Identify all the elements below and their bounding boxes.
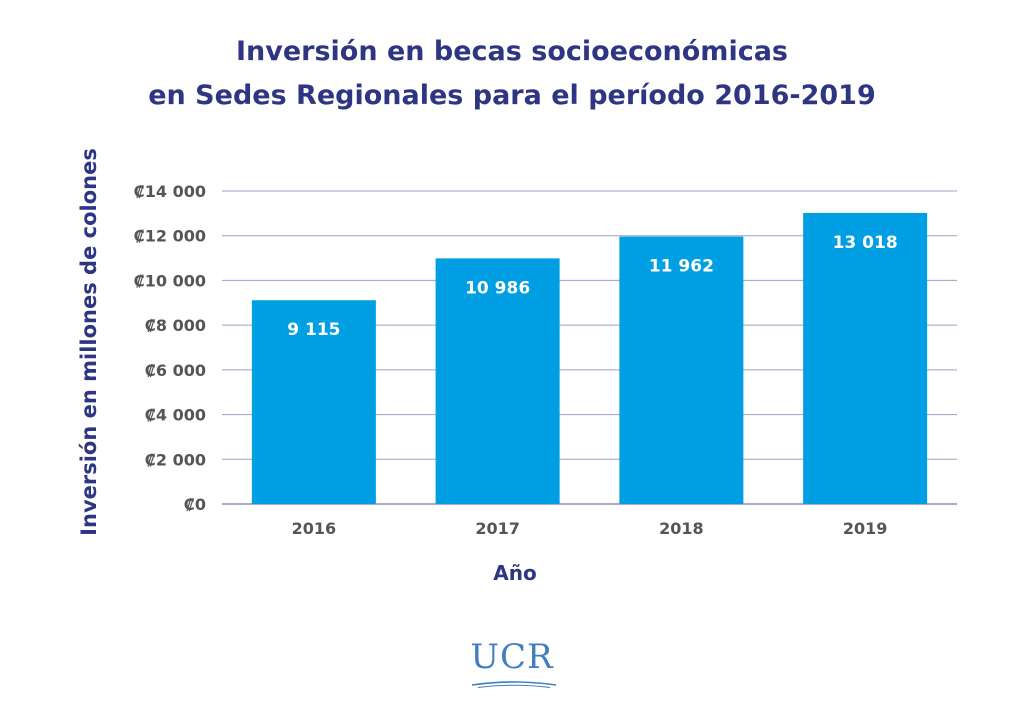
x-tick-label: 2016 [292,519,337,538]
y-tick-label: ₡4 000 [145,406,206,425]
y-tick-label: ₡8 000 [145,316,206,335]
x-axis-label: Año [493,561,536,585]
y-tick-label: ₡12 000 [134,227,206,246]
y-axis-label: Inversión en millones de colones [77,148,101,536]
y-axis-ticks: ₡0 ₡2 000 ₡4 000 ₡6 000 ₡8 000 ₡10 000 ₡12 000… [134,182,206,514]
y-tick-label: ₡10 000 [134,271,206,290]
bar-value-label: 11 962 [649,257,714,277]
chart-title-line-1: Inversión en becas socioeconómicas [235,36,788,67]
y-tick-label: ₡2 000 [145,450,206,469]
y-tick-label: ₡0 [184,495,206,514]
ucr-logo: UCR [470,637,554,677]
bar [251,300,376,504]
bar [803,212,928,504]
bar [435,258,560,504]
ucr-logo-underline [471,681,557,688]
y-tick-label: ₡14 000 [134,182,206,201]
y-tick-label: ₡6 000 [145,361,206,380]
bar-value-label: 10 986 [465,278,530,298]
bar-value-label: 13 018 [833,233,898,253]
x-tick-label: 2018 [659,519,704,538]
x-axis-ticks: 2016 2017 2018 2019 [292,519,888,538]
bar-value-label: 9 115 [287,320,340,340]
bars: 9 115 10 986 11 962 13 018 [251,212,928,505]
chart-title-line-2: en Sedes Regionales para el período 2016… [148,80,876,111]
bar [619,236,744,505]
x-tick-label: 2017 [475,519,520,538]
x-tick-label: 2019 [843,519,888,538]
